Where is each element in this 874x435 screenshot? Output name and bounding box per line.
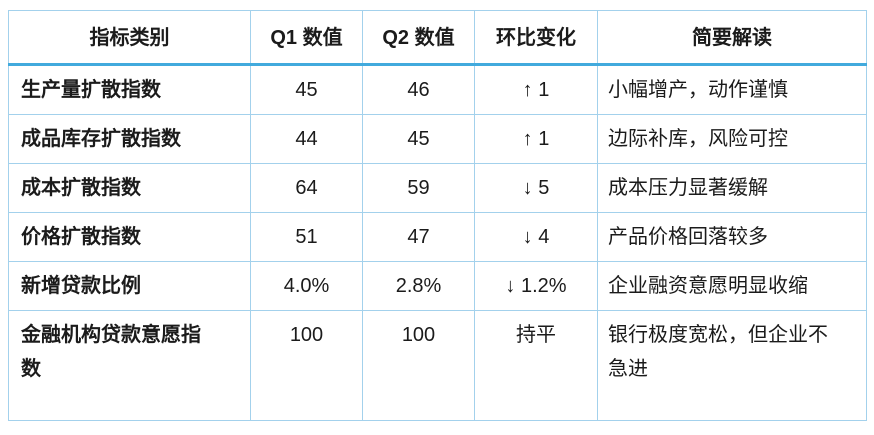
- table-row: 价格扩散指数 51 47 ↓ 4 产品价格回落较多: [8, 212, 867, 262]
- header-cell-change: 环比变化: [474, 10, 598, 66]
- header-cell-interpretation: 简要解读: [597, 10, 867, 66]
- indicator-table: 指标类别 Q1 数值 Q2 数值 环比变化 简要解读 生产量扩散指数 45 46…: [8, 10, 867, 421]
- header-cell-q1: Q1 数值: [250, 10, 363, 66]
- q1-value-cell: 44: [250, 114, 363, 164]
- header-row: 指标类别 Q1 数值 Q2 数值 环比变化 简要解读: [8, 10, 867, 66]
- indicator-cell: 新增贷款比例: [8, 261, 251, 311]
- change-cell: 持平: [474, 310, 598, 421]
- q1-value-cell: 4.0%: [250, 261, 363, 311]
- indicator-cell: 生产量扩散指数: [8, 64, 251, 115]
- change-cell: ↑ 1: [474, 64, 598, 115]
- interpretation-cell: 银行极度宽松，但企业不急进: [597, 310, 867, 421]
- indicator-cell: 金融机构贷款意愿指数: [8, 310, 251, 421]
- table-body: 生产量扩散指数 45 46 ↑ 1 小幅增产，动作谨慎 成品库存扩散指数 44 …: [8, 64, 867, 421]
- indicator-cell: 成品库存扩散指数: [8, 114, 251, 164]
- q2-value-cell: 100: [362, 310, 475, 421]
- table-row: 新增贷款比例 4.0% 2.8% ↓ 1.2% 企业融资意愿明显收缩: [8, 261, 867, 311]
- interpretation-cell: 成本压力显著缓解: [597, 163, 867, 213]
- q2-value-cell: 45: [362, 114, 475, 164]
- change-cell: ↓ 4: [474, 212, 598, 262]
- table-row: 成品库存扩散指数 44 45 ↑ 1 边际补库，风险可控: [8, 114, 867, 164]
- q1-value-cell: 51: [250, 212, 363, 262]
- q2-value-cell: 2.8%: [362, 261, 475, 311]
- q1-value-cell: 45: [250, 64, 363, 115]
- indicator-cell: 价格扩散指数: [8, 212, 251, 262]
- change-cell: ↓ 1.2%: [474, 261, 598, 311]
- change-cell: ↑ 1: [474, 114, 598, 164]
- header-cell-indicator: 指标类别: [8, 10, 251, 66]
- table-row: 生产量扩散指数 45 46 ↑ 1 小幅增产，动作谨慎: [8, 64, 867, 115]
- indicator-cell: 成本扩散指数: [8, 163, 251, 213]
- q2-value-cell: 46: [362, 64, 475, 115]
- q2-value-cell: 47: [362, 212, 475, 262]
- header-cell-q2: Q2 数值: [362, 10, 475, 66]
- q2-value-cell: 59: [362, 163, 475, 213]
- table-row: 金融机构贷款意愿指数 100 100 持平 银行极度宽松，但企业不急进: [8, 310, 867, 421]
- interpretation-cell: 产品价格回落较多: [597, 212, 867, 262]
- interpretation-cell: 小幅增产，动作谨慎: [597, 64, 867, 115]
- q1-value-cell: 64: [250, 163, 363, 213]
- q1-value-cell: 100: [250, 310, 363, 421]
- interpretation-cell: 企业融资意愿明显收缩: [597, 261, 867, 311]
- table-row: 成本扩散指数 64 59 ↓ 5 成本压力显著缓解: [8, 163, 867, 213]
- change-cell: ↓ 5: [474, 163, 598, 213]
- table-header: 指标类别 Q1 数值 Q2 数值 环比变化 简要解读: [8, 10, 867, 66]
- interpretation-cell: 边际补库，风险可控: [597, 114, 867, 164]
